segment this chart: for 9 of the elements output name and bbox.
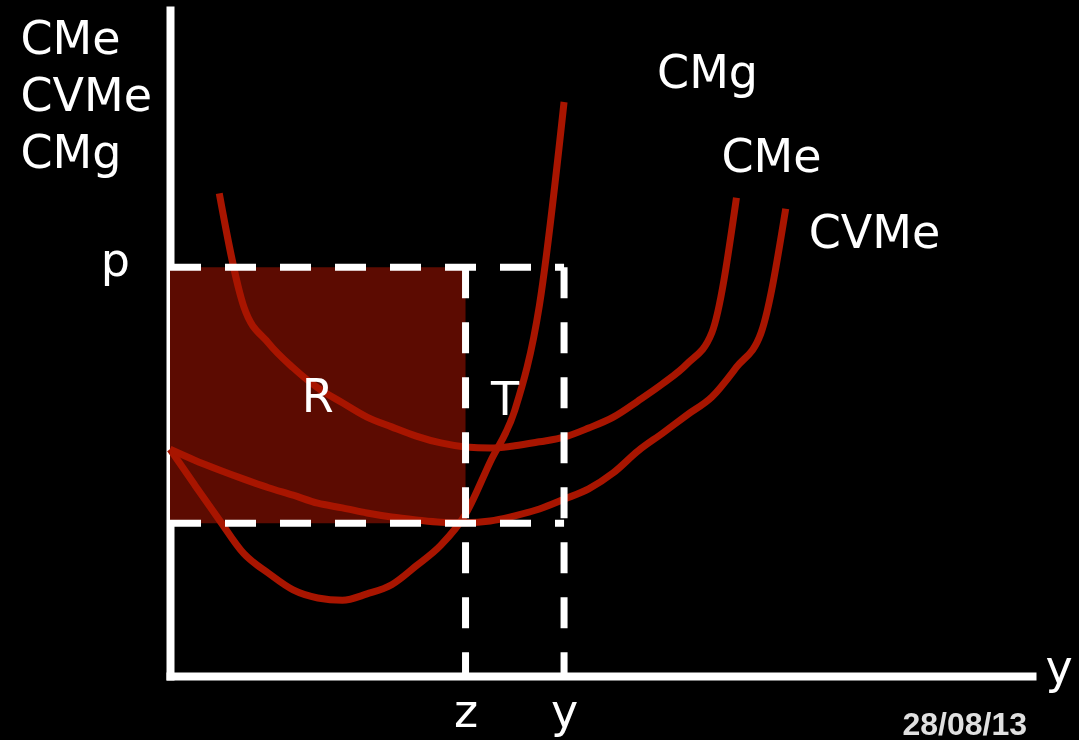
text: 28/08/13 <box>902 706 1027 740</box>
series-label: CMe <box>721 128 822 183</box>
text: CMg <box>657 45 759 99</box>
x-tick-label: z <box>453 683 479 738</box>
x-axis-title: y <box>1045 639 1073 694</box>
ref-line-label: p <box>100 233 130 288</box>
series-label: CVMe <box>808 204 941 259</box>
y-axis-title: CMe CVMe CMg <box>20 10 153 179</box>
band-label: R <box>301 369 334 424</box>
